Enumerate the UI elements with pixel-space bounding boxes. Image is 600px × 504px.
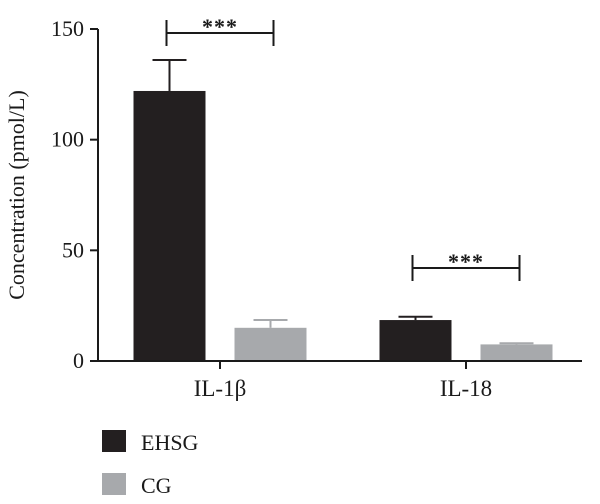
x-tick-label: IL-18 (440, 376, 492, 401)
bars-group (133, 90, 553, 362)
x-tick-label: IL-1β (194, 376, 247, 401)
y-tick-label: 0 (73, 348, 84, 373)
bar-cg-1 (480, 344, 553, 361)
y-axis-label: Concentration (pmol/L) (4, 90, 29, 300)
x-ticks-group: IL-1β IL-18 (194, 361, 492, 401)
y-tick-label: 100 (51, 127, 84, 152)
legend: EHSG CG (102, 430, 199, 498)
bar-ehsg-1 (379, 320, 452, 361)
legend-label-ehsg: EHSG (141, 430, 199, 455)
significance-label: *** (202, 14, 238, 39)
significance-label: *** (448, 249, 484, 274)
error-bars-group (152, 58, 534, 345)
y-tick-label: 150 (51, 16, 84, 41)
y-tick-label: 50 (62, 237, 84, 262)
legend-swatch-ehsg (102, 430, 126, 452)
legend-label-cg: CG (141, 473, 172, 498)
y-ticks-group: 0 50 100 150 (51, 16, 98, 373)
bar-ehsg-0 (133, 90, 206, 362)
significance-group: *** *** (165, 14, 521, 281)
legend-swatch-cg (102, 473, 126, 495)
bar-cg-0 (234, 327, 307, 361)
